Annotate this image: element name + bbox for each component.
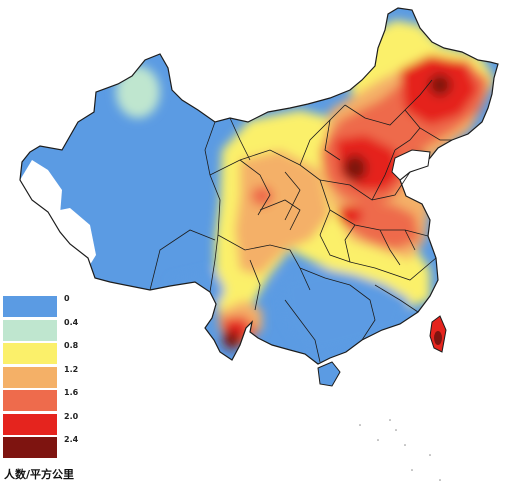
legend-item: 1.6 xyxy=(2,388,112,412)
hainan-island xyxy=(317,361,341,387)
legend-unit: 人数/平方公里 xyxy=(4,468,75,481)
taiwan-dense-core xyxy=(434,331,442,345)
legend-item: 2.4 xyxy=(2,435,112,459)
legend-swatch xyxy=(3,366,57,388)
legend-label: 2.0 xyxy=(64,411,79,421)
legend-item: 0.8 xyxy=(2,341,112,365)
legend-swatch xyxy=(3,437,57,458)
legend-swatch xyxy=(3,413,57,435)
bohai-sea xyxy=(391,149,431,181)
legend-item: 0.4 xyxy=(2,318,112,342)
province-boundaries xyxy=(149,79,452,363)
legend-swatch xyxy=(3,343,57,364)
legend-item: 1.2 xyxy=(2,365,112,389)
legend-item: 0 xyxy=(2,294,112,318)
legend-label: 0.8 xyxy=(64,341,79,350)
legend-swatch xyxy=(3,390,57,411)
south-sea-islands xyxy=(359,419,441,481)
legend-label: 0.4 xyxy=(64,317,79,327)
legend-label: 2.4 xyxy=(64,435,79,444)
legend-label: 0 xyxy=(64,294,70,303)
legend-label: 1.2 xyxy=(64,364,79,374)
legend-swatch xyxy=(3,319,57,341)
legend-item: 2.0 xyxy=(2,412,112,436)
legend-swatch xyxy=(3,296,57,317)
legend: 0 0.4 0.8 1.2 1.6 2.0 2.4 xyxy=(2,294,112,459)
legend-label: 1.6 xyxy=(64,388,79,397)
